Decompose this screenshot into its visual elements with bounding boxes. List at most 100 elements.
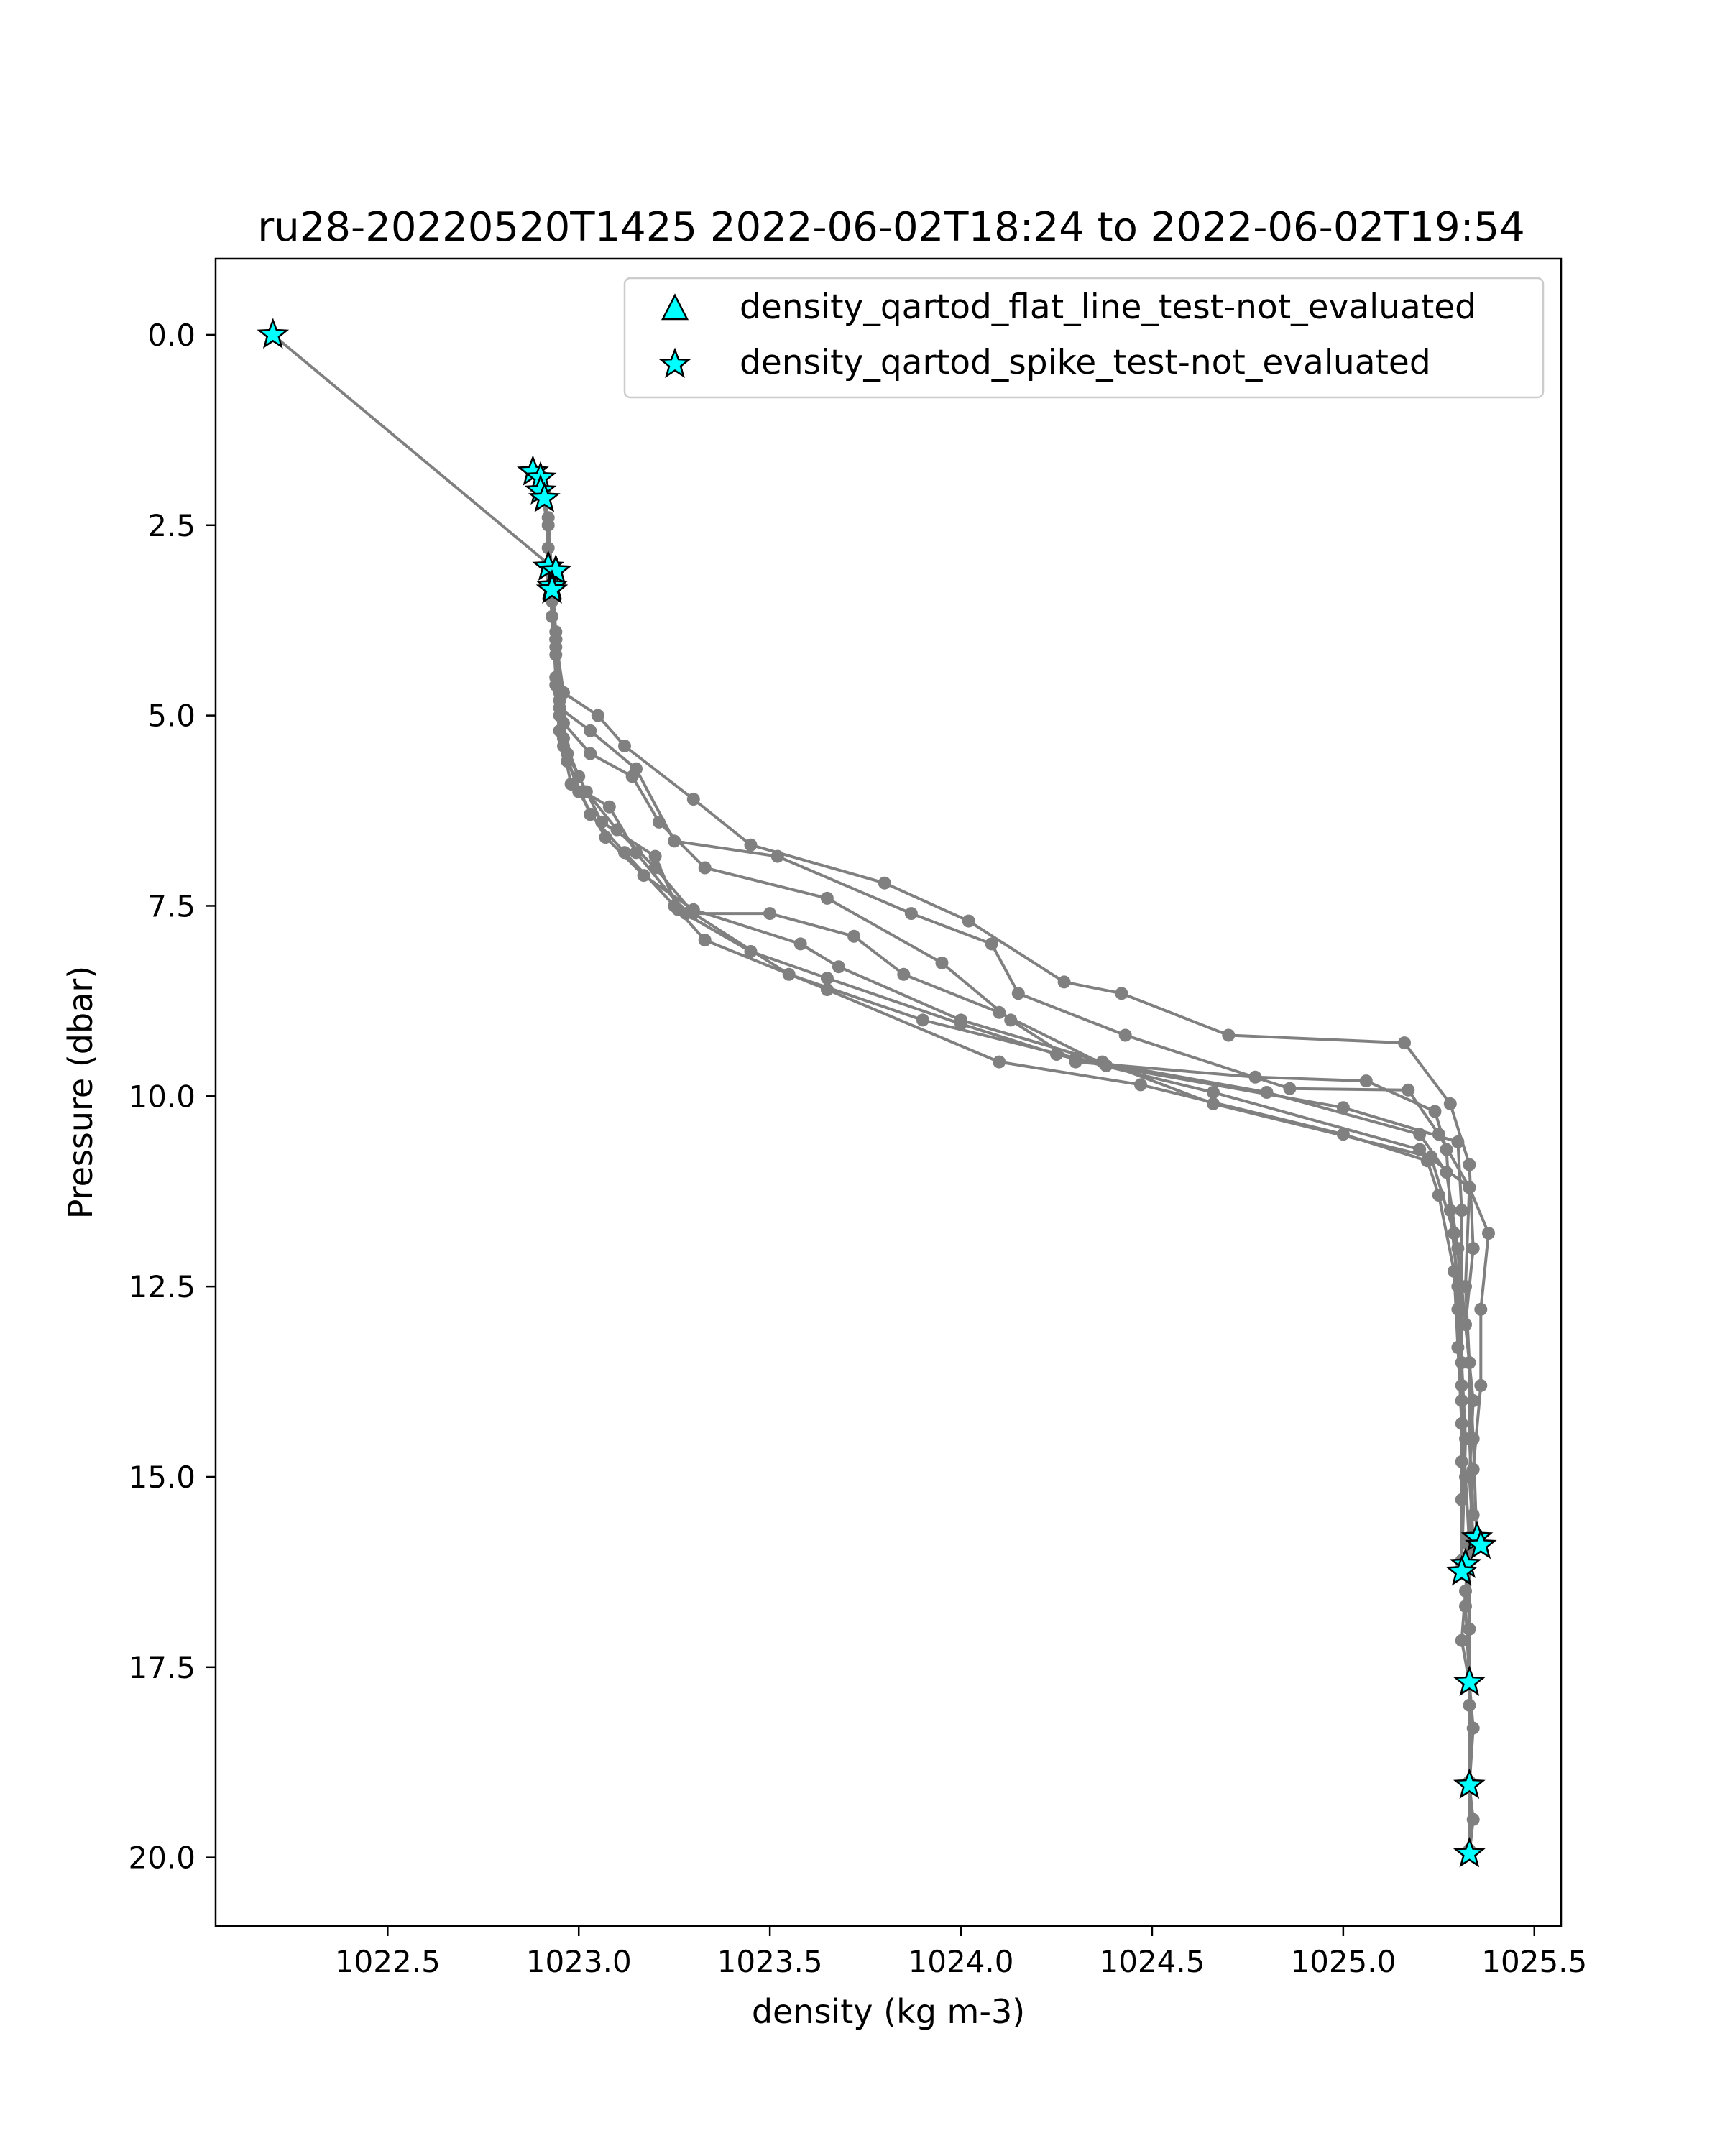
y-tick-label: 10.0 (128, 1079, 196, 1114)
x-tick-label: 1023.5 (717, 1944, 823, 1979)
data-point (897, 967, 911, 981)
data-point (648, 849, 662, 863)
data-point (1451, 1135, 1465, 1148)
x-tick-label: 1025.0 (1290, 1944, 1396, 1979)
data-point (584, 747, 597, 760)
spike-star-marker (535, 573, 569, 604)
data-point (1248, 1070, 1262, 1084)
data-point (820, 983, 834, 996)
data-point (1466, 1394, 1480, 1407)
data-point (698, 934, 712, 947)
legend-star-icon (658, 347, 691, 379)
data-point (1455, 1280, 1468, 1294)
data-point (553, 686, 566, 699)
data-point (962, 914, 975, 928)
spike-star-marker (1453, 1665, 1486, 1697)
series-line (535, 471, 1475, 1683)
spike-star-marker (1453, 1768, 1486, 1800)
data-point (602, 800, 616, 814)
data-point (599, 831, 612, 844)
series-line (551, 586, 1463, 1500)
x-axis: 1022.5 1023.0 1023.5 1024.0 1024.5 1025.0 1025… (335, 1926, 1587, 1979)
spike-star-marker (528, 482, 561, 512)
data-point (1050, 1048, 1063, 1061)
data-point (744, 838, 758, 852)
data-point (1455, 1204, 1468, 1217)
series-line (543, 494, 1467, 1569)
data-point (1004, 1013, 1018, 1027)
data-point (1440, 1143, 1453, 1156)
data-point (935, 956, 949, 969)
spike-star-marker (539, 553, 572, 585)
data-point (1448, 1227, 1461, 1240)
y-tick-label: 20.0 (128, 1841, 196, 1876)
data-point (770, 849, 784, 863)
data-point (546, 609, 558, 623)
data-point (832, 960, 845, 974)
data-point (1413, 1128, 1427, 1141)
data-point (1283, 1082, 1297, 1095)
data-point (584, 724, 597, 737)
data-point (1466, 1812, 1480, 1826)
spike-star-marker (1464, 1528, 1497, 1560)
data-point (557, 732, 570, 745)
data-point (1455, 1378, 1468, 1392)
data-point (820, 891, 834, 905)
spike-test-markers (257, 318, 1497, 1868)
data-point (1451, 1242, 1465, 1256)
data-point (572, 785, 586, 798)
data-point (1443, 1204, 1457, 1217)
x-tick-label: 1022.5 (335, 1944, 441, 1979)
data-point (652, 815, 666, 829)
data-point (625, 770, 639, 783)
data-point (686, 793, 700, 806)
data-point (630, 846, 643, 860)
data-point (1463, 1356, 1476, 1370)
data-point (1459, 1584, 1472, 1598)
data-point (686, 903, 700, 916)
data-point (591, 709, 604, 722)
data-point (637, 869, 650, 883)
y-tick-label: 2.5 (147, 508, 196, 543)
data-point (584, 808, 597, 821)
data-point (1443, 1097, 1457, 1110)
data-point (820, 972, 834, 985)
data-point (847, 929, 861, 943)
data-point (1455, 1634, 1468, 1647)
data-point (618, 846, 631, 860)
data-point (1432, 1128, 1445, 1141)
y-tick-label: 17.5 (128, 1650, 196, 1685)
y-tick-label: 0.0 (147, 318, 196, 353)
data-point (878, 876, 891, 890)
data-point (993, 1055, 1006, 1069)
data-point (1402, 1083, 1415, 1097)
data-point (541, 511, 555, 525)
data-point (1466, 1721, 1480, 1735)
data-point (572, 770, 586, 783)
data-point (1011, 987, 1025, 1000)
data-point (1057, 975, 1071, 989)
data-point (1455, 1416, 1468, 1430)
data-point (561, 755, 574, 768)
data-point (610, 823, 624, 837)
legend-triangle-icon (661, 293, 689, 321)
data-point (1222, 1028, 1236, 1042)
data-point (1451, 1302, 1465, 1316)
legend-box (623, 277, 1545, 399)
data-point (671, 903, 685, 916)
legend: density_qartod_flat_line_test-not_evalua… (623, 277, 1545, 399)
data-point (1463, 1158, 1476, 1171)
data-point (595, 815, 609, 829)
y-axis-label: Pressure (dbar) (61, 966, 100, 1219)
data-point (668, 834, 681, 848)
series-line (551, 589, 1490, 1854)
data-point (698, 861, 712, 875)
series-line (551, 578, 1463, 1561)
data-point (1428, 1105, 1442, 1118)
series-line (539, 475, 1475, 1515)
data-point (985, 937, 998, 951)
data-point (1459, 1318, 1472, 1332)
data-point (1451, 1340, 1465, 1354)
y-tick-label: 5.0 (147, 699, 196, 734)
